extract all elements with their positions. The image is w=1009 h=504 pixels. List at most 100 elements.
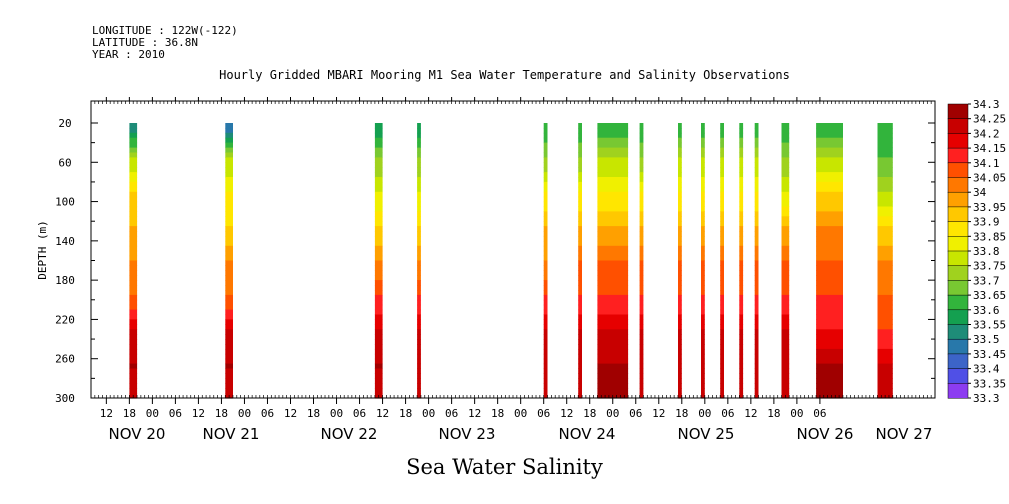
salinity-cell	[225, 304, 233, 311]
salinity-cell	[374, 206, 383, 212]
salinity-cell	[701, 206, 705, 212]
salinity-cell	[597, 314, 629, 320]
salinity-cell	[754, 334, 759, 340]
salinity-cell	[720, 314, 724, 320]
salinity-cell	[543, 265, 548, 271]
salinity-cell	[417, 191, 421, 198]
observation-column	[597, 123, 629, 399]
salinity-cell	[754, 216, 759, 222]
salinity-cell	[129, 245, 138, 252]
salinity-cell	[754, 191, 759, 198]
salinity-cell	[701, 319, 705, 325]
salinity-cell	[374, 250, 383, 257]
salinity-cell	[739, 157, 744, 163]
salinity-cell	[781, 378, 790, 384]
salinity-cell	[678, 339, 682, 345]
salinity-cell	[781, 152, 790, 158]
salinity-cell	[781, 270, 790, 276]
salinity-cell	[578, 265, 582, 271]
salinity-cell	[781, 285, 790, 291]
salinity-cell	[639, 270, 644, 276]
salinity-cell	[816, 275, 843, 281]
salinity-cell	[374, 181, 383, 188]
salinity-cell	[781, 319, 790, 325]
salinity-cell	[543, 142, 548, 149]
salinity-cell	[225, 186, 233, 193]
salinity-cell	[129, 290, 138, 296]
salinity-cell	[374, 378, 383, 384]
salinity-cell	[754, 265, 759, 271]
salinity-cell	[816, 137, 843, 144]
salinity-cell	[225, 255, 233, 262]
salinity-cell	[578, 231, 582, 237]
salinity-cell	[543, 235, 548, 242]
salinity-cell	[225, 235, 233, 242]
salinity-cell	[781, 137, 790, 144]
salinity-cell	[781, 206, 790, 212]
salinity-cell	[225, 162, 233, 168]
colorbar-swatch	[947, 353, 969, 370]
salinity-cell	[578, 344, 582, 350]
salinity-cell	[720, 275, 724, 281]
salinity-cell	[739, 353, 744, 360]
salinity-cell	[678, 147, 682, 154]
salinity-cell	[417, 142, 421, 149]
x-hour-tick-label: 12	[192, 407, 205, 420]
salinity-cell	[543, 196, 548, 203]
salinity-cell	[225, 216, 233, 222]
salinity-cell	[816, 265, 843, 271]
salinity-cell	[543, 324, 548, 330]
salinity-cell	[225, 378, 233, 384]
salinity-cell	[678, 368, 682, 374]
salinity-cell	[877, 358, 893, 365]
salinity-cell	[754, 235, 759, 242]
salinity-cell	[639, 211, 644, 217]
salinity-cell	[225, 275, 233, 281]
salinity-cell	[877, 334, 893, 340]
salinity-cell	[543, 240, 548, 247]
salinity-cell	[877, 270, 893, 276]
observation-column	[129, 123, 138, 399]
salinity-cell	[543, 226, 548, 232]
salinity-cell	[781, 127, 790, 134]
salinity-cell	[678, 324, 682, 330]
salinity-cell	[578, 157, 582, 163]
salinity-cell	[543, 285, 548, 291]
salinity-cell	[129, 240, 138, 247]
salinity-cell	[129, 235, 138, 242]
salinity-cell	[754, 339, 759, 345]
salinity-cell	[816, 147, 843, 154]
salinity-cell	[543, 177, 548, 183]
salinity-cell	[701, 127, 705, 134]
salinity-cell	[720, 388, 724, 394]
salinity-cell	[225, 127, 233, 134]
salinity-cell	[739, 245, 744, 252]
salinity-cell	[739, 373, 744, 379]
salinity-cell	[781, 314, 790, 320]
salinity-cell	[543, 172, 548, 178]
salinity-cell	[417, 240, 421, 247]
salinity-cell	[597, 280, 629, 286]
salinity-cell	[374, 304, 383, 311]
salinity-cell	[678, 132, 682, 139]
salinity-cell	[417, 344, 421, 350]
salinity-cell	[374, 339, 383, 345]
salinity-cell	[417, 329, 421, 335]
salinity-cell	[877, 147, 893, 154]
salinity-cell	[225, 324, 233, 330]
salinity-cell	[678, 123, 682, 129]
salinity-cell	[417, 167, 421, 173]
salinity-cell	[877, 304, 893, 311]
salinity-cell	[781, 280, 790, 286]
salinity-cell	[781, 191, 790, 198]
salinity-cell	[417, 181, 421, 188]
salinity-cell	[701, 172, 705, 178]
salinity-cell	[720, 152, 724, 158]
x-day-label: NOV 23	[439, 425, 496, 443]
salinity-cell	[543, 275, 548, 281]
x-hour-tick-label: 18	[583, 407, 596, 420]
salinity-cell	[417, 123, 421, 129]
salinity-cell	[816, 388, 843, 394]
salinity-cell	[578, 348, 582, 355]
salinity-cell	[597, 191, 629, 198]
